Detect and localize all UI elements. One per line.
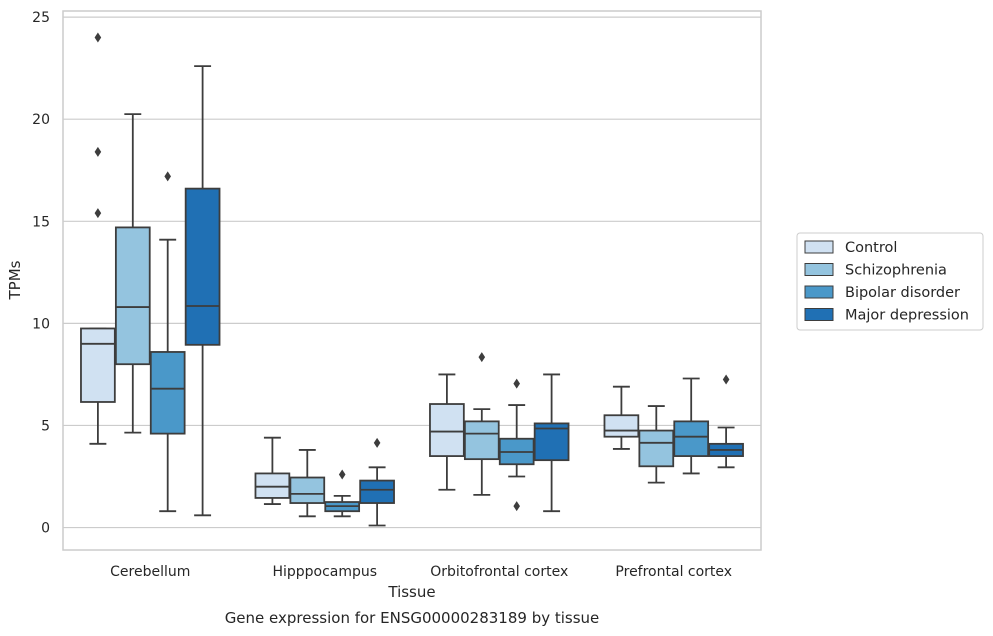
- y-tick-label: 10: [32, 316, 50, 332]
- outlier-point: [164, 171, 171, 182]
- box-1-1: [289, 449, 326, 518]
- box-3-3: [708, 374, 744, 469]
- outlier-point: [94, 146, 102, 157]
- legend-swatch: [804, 263, 834, 276]
- legend-swatch: [804, 285, 834, 299]
- box-1-3: [638, 405, 675, 484]
- legend-label: Bipolar disorder: [845, 285, 960, 301]
- y-tick-label: 15: [32, 214, 50, 230]
- outlier-point: [513, 501, 520, 512]
- x-tick-label: Prefrontal cortex: [615, 564, 732, 580]
- box-iqr: [289, 476, 326, 504]
- box-iqr: [359, 479, 395, 504]
- legend: Control Schizophrenia Bipolar disorder Majo…: [796, 232, 984, 331]
- box-0-2: [429, 373, 465, 491]
- legend-swatch: [804, 240, 834, 254]
- box-0-1: [254, 436, 291, 505]
- chart-caption: Gene expression for ENSG00000283189 by t…: [225, 609, 600, 627]
- outlier-point: [478, 352, 486, 363]
- box-3-0: [184, 65, 221, 517]
- legend-label: Control: [845, 240, 897, 256]
- outlier-point: [94, 32, 102, 43]
- y-tick-label: 20: [32, 112, 50, 128]
- x-tick-label: Hipppocampus: [272, 564, 377, 580]
- x-axis-title: Tissue: [387, 583, 435, 601]
- x-tick-label: Orbitofrontal cortex: [430, 564, 568, 580]
- legend-label: Schizophrenia: [845, 263, 947, 279]
- box-1-2: [463, 352, 500, 496]
- legend-label: Major depression: [845, 308, 969, 324]
- box-2-0: [149, 171, 186, 513]
- box-0-0: [80, 32, 116, 445]
- box-iqr: [149, 351, 186, 435]
- box-iqr: [184, 187, 221, 346]
- y-tick-label: 5: [41, 418, 50, 434]
- y-tick-label: 0: [41, 521, 50, 537]
- box-iqr: [254, 472, 291, 499]
- y-tick-label: 25: [32, 10, 50, 26]
- outlier-point: [722, 374, 730, 385]
- box-iqr: [429, 403, 465, 457]
- box-iqr: [638, 429, 675, 468]
- box-2-3: [673, 377, 710, 475]
- boxes: [80, 32, 744, 527]
- box-0-3: [603, 385, 640, 450]
- x-axis-ticks: Cerebellum Hipppocampus Orbitofrontal cort…: [110, 564, 732, 580]
- box-iqr: [80, 327, 116, 403]
- box-iqr: [533, 422, 570, 462]
- box-3-1: [359, 437, 395, 527]
- y-axis-ticks: 0 5 10 15 20 25: [32, 10, 50, 536]
- box-iqr: [114, 226, 151, 366]
- y-axis-title: TPMs: [6, 260, 24, 300]
- legend-swatch: [804, 308, 834, 321]
- plot-frame: [62, 10, 762, 551]
- box-3-2: [533, 373, 570, 513]
- box-iqr: [673, 420, 710, 457]
- box-iqr: [463, 420, 500, 461]
- box-1-0: [114, 113, 151, 434]
- outlier-point: [338, 469, 346, 480]
- legend-frame: [796, 232, 984, 331]
- box-2-1: [324, 469, 361, 518]
- box-2-2: [498, 378, 535, 512]
- outlier-point: [94, 208, 102, 219]
- outlier-point: [373, 437, 381, 448]
- box-iqr: [603, 414, 640, 438]
- x-tick-label: Cerebellum: [110, 564, 190, 580]
- outlier-point: [513, 378, 520, 389]
